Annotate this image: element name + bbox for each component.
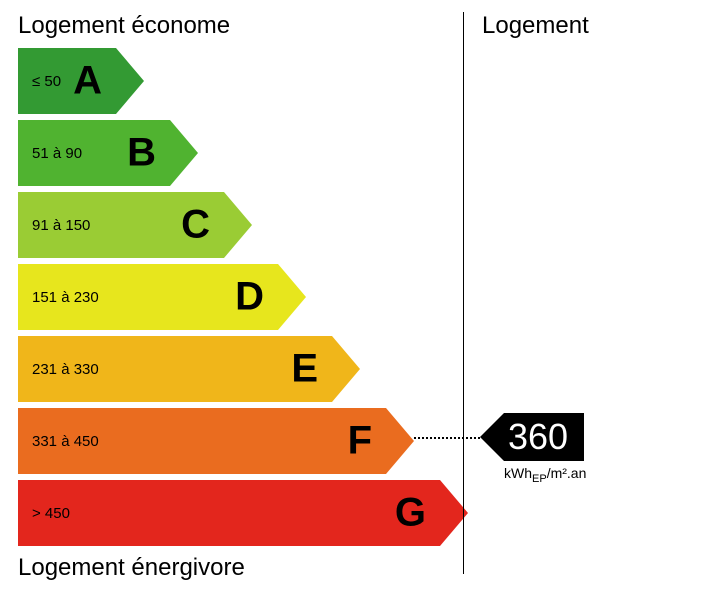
title-bottom: Logement énergivore xyxy=(18,554,473,582)
bar-letter: F xyxy=(348,419,372,464)
unit-suffix: /m².an xyxy=(547,465,587,481)
bar-body: 51 à 90 B xyxy=(18,120,170,186)
bar-body: 151 à 230 D xyxy=(18,264,278,330)
bar: 91 à 150 C xyxy=(18,192,252,258)
bar-range-label: 51 à 90 xyxy=(32,145,82,162)
bar-range-label: > 450 xyxy=(32,505,70,522)
bar-letter: A xyxy=(73,59,102,104)
chart-area: Logement économe ≤ 50 A 51 à 90 B 91 à 150 C 1… xyxy=(18,12,473,593)
bar-body: 331 à 450 F xyxy=(18,408,386,474)
bar-body: 231 à 330 E xyxy=(18,336,332,402)
bar-row-d: 151 à 230 D xyxy=(18,264,473,330)
bar-body: 91 à 150 C xyxy=(18,192,224,258)
bar-range-label: ≤ 50 xyxy=(32,73,61,90)
bar-letter: G xyxy=(395,491,426,536)
title-right: Logement xyxy=(482,12,589,40)
unit-prefix: kWh xyxy=(504,465,532,481)
bar-range-label: 91 à 150 xyxy=(32,217,90,234)
dpe-diagram: Logement économe ≤ 50 A 51 à 90 B 91 à 150 C 1… xyxy=(0,0,712,605)
bar-row-b: 51 à 90 B xyxy=(18,120,473,186)
bar: 331 à 450 F xyxy=(18,408,414,474)
bar-row-c: 91 à 150 C xyxy=(18,192,473,258)
vertical-divider xyxy=(463,12,464,574)
bar-arrow-icon xyxy=(278,264,306,330)
badge-value: 360 xyxy=(504,413,584,461)
bar: 51 à 90 B xyxy=(18,120,198,186)
bar: 231 à 330 E xyxy=(18,336,360,402)
value-badge: 360 xyxy=(480,413,584,461)
bar: 151 à 230 D xyxy=(18,264,306,330)
unit-sub: EP xyxy=(532,473,547,485)
bar-letter: D xyxy=(235,275,264,320)
badge-arrow-icon xyxy=(480,413,504,461)
bar-range-label: 331 à 450 xyxy=(32,433,99,450)
bar-body: > 450 G xyxy=(18,480,440,546)
bar-arrow-icon xyxy=(332,336,360,402)
bar-row-f: 331 à 450 F xyxy=(18,408,473,474)
bar-arrow-icon xyxy=(224,192,252,258)
bar: ≤ 50 A xyxy=(18,48,144,114)
title-top: Logement économe xyxy=(18,12,473,40)
bar-range-label: 231 à 330 xyxy=(32,361,99,378)
energy-bars-group: ≤ 50 A 51 à 90 B 91 à 150 C 151 à 230 D 231 à 33… xyxy=(18,48,473,546)
bar-arrow-icon xyxy=(170,120,198,186)
bar-row-e: 231 à 330 E xyxy=(18,336,473,402)
bar-arrow-icon xyxy=(386,408,414,474)
bar-row-g: > 450 G xyxy=(18,480,473,546)
bar-letter: C xyxy=(181,203,210,248)
bar-body: ≤ 50 A xyxy=(18,48,116,114)
bar-letter: B xyxy=(127,131,156,176)
bar-letter: E xyxy=(291,347,318,392)
bar-arrow-icon xyxy=(116,48,144,114)
indicator-dotted-line xyxy=(414,437,480,439)
bar-row-a: ≤ 50 A xyxy=(18,48,473,114)
bar-range-label: 151 à 230 xyxy=(32,289,99,306)
bar: > 450 G xyxy=(18,480,468,546)
badge-unit: kWhEP/m².an xyxy=(504,465,586,485)
